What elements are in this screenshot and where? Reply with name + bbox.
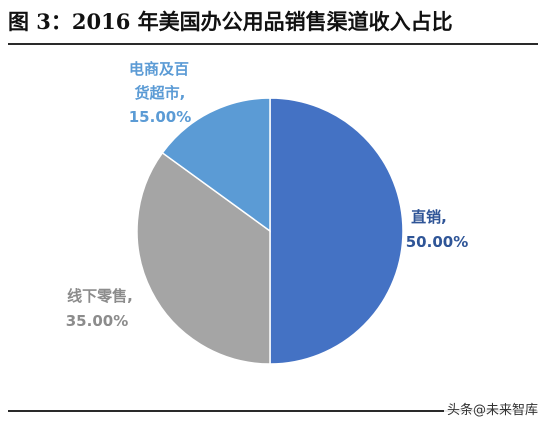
label-dianshang-line2: 货超市, — [135, 84, 186, 102]
pie-slice-dianshang — [161, 97, 271, 233]
label-zhixiao-name: 直销 — [411, 208, 441, 226]
label-zhixiao-value: 50.00% — [406, 233, 468, 251]
bottom-rule — [8, 410, 538, 412]
label-dianshang-line1: 电商及百 — [129, 60, 189, 78]
pie-slice-xianxia — [136, 151, 271, 365]
label-xianxia-name: 线下零售 — [67, 287, 127, 305]
pie-slice-zhixiao — [269, 97, 404, 365]
label-xianxia-comma: , — [127, 287, 133, 305]
watermark: 头条@未来智库 — [443, 398, 541, 419]
chart-title: 图 3：2016 年美国办公用品销售渠道收入占比 — [8, 9, 453, 34]
label-xianxia-value: 35.00% — [66, 312, 128, 330]
svg-text:直销,: 直销, — [411, 208, 447, 226]
label-dianshang-value: 15.00% — [129, 108, 191, 126]
label-zhixiao-comma: , — [441, 208, 447, 226]
top-rule — [8, 43, 538, 45]
svg-text:线下零售,: 线下零售, — [67, 287, 133, 305]
